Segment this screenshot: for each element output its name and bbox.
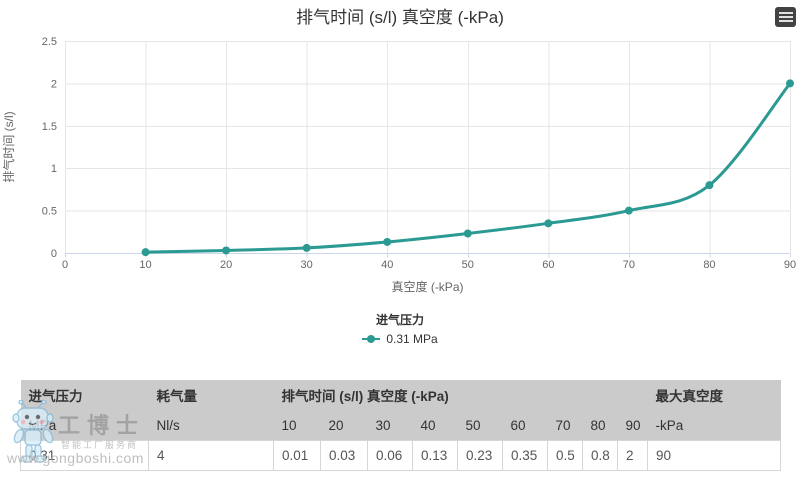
legend-item-label: 0.31 MPa [386,332,438,346]
x-tick-label: 40 [381,259,393,271]
y-axis-title: 排气时间 (s/l) [1,111,16,182]
table-cell: 0.01 [273,440,321,471]
table-header: 排气时间 (s/l) 真空度 (-kPa) [273,380,648,410]
hamburger-icon [778,20,793,22]
x-tick-label: 20 [220,259,232,271]
table-row: 0.31 4 0.01 0.03 0.06 0.13 0.23 0.35 0.5 0.8 2 90 [20,440,782,471]
table-subheader: 70 [547,410,583,441]
table-cell: 0.35 [502,440,548,471]
table-subheader: 90 [617,410,648,441]
data-point[interactable] [383,237,392,246]
legend-title: 进气压力 [375,313,424,327]
y-tick-label: 2.5 [42,36,57,48]
table-subheader: 30 [367,410,413,441]
data-point[interactable] [786,79,794,88]
table-cell: 4 [148,440,274,471]
chart-legend: 进气压力 0.31 MPa [0,311,800,346]
table-subheader: 40 [412,410,458,441]
table-subheader: 10 [273,410,321,441]
series-marker-icon [362,334,381,344]
table-cell: 0.13 [412,440,458,471]
series-line [144,81,790,254]
data-point[interactable] [544,219,553,228]
hamburger-icon [778,12,793,14]
hamburger-icon [778,16,793,18]
y-tick-label: 2 [51,78,57,90]
data-point[interactable] [624,206,633,215]
x-tick-label: 0 [62,259,68,271]
x-tick-label: 10 [139,259,151,271]
data-point[interactable] [463,229,472,238]
chart-context-menu-button[interactable] [775,7,796,27]
x-tick-label: 60 [542,259,554,271]
x-tick-label: 70 [623,259,635,271]
table-subheader: MPa [20,410,149,441]
x-tick-label: 50 [462,259,474,271]
x-tick-label: 90 [784,259,796,271]
table-cell: 0.06 [367,440,413,471]
data-point[interactable] [302,243,311,252]
table-subheader: 20 [320,410,368,441]
table-cell: 0.23 [457,440,503,471]
table-header: 最大真空度 [647,380,781,410]
x-tick-label: 30 [301,259,313,271]
series-marker-dot [367,335,376,343]
table-cell: 0.31 [20,440,149,471]
legend-item[interactable]: 0.31 MPa [362,332,438,346]
table-subheader: 80 [582,410,618,441]
data-point[interactable] [705,181,714,190]
chart-title: 排气时间 (s/l) 真空度 (-kPa) [296,8,504,27]
table-subheader: -kPa [647,410,781,441]
y-tick-label: 1 [51,163,57,175]
x-axis-title: 真空度 (-kPa) [391,279,463,294]
table-subheader: 60 [502,410,548,441]
y-tick-label: 0.5 [42,206,57,218]
data-table: 进气压力 耗气量 排气时间 (s/l) 真空度 (-kPa) 最大真空度 MPa Nl/s… [20,380,782,471]
data-point[interactable] [222,246,231,255]
data-point[interactable] [141,248,150,257]
chart-plot-area: 0 0.5 1 1.5 2 2.5 0 10 20 30 40 50 60 70 80 90 排气时间 (s/l… [1,36,796,294]
table-header: 进气压力 [20,380,149,410]
table-subheader: Nl/s [148,410,274,441]
table-cell: 0.5 [547,440,583,471]
table-cell: 90 [647,440,782,471]
table-cell: 2 [616,440,649,471]
table-cell: 0.03 [320,440,368,471]
y-tick-label: 1.5 [42,121,57,133]
table-header: 耗气量 [148,380,274,410]
table-subheader: 50 [457,410,503,441]
x-tick-label: 80 [703,259,715,271]
table-cell: 0.8 [582,440,618,471]
y-tick-label: 0 [51,248,57,260]
